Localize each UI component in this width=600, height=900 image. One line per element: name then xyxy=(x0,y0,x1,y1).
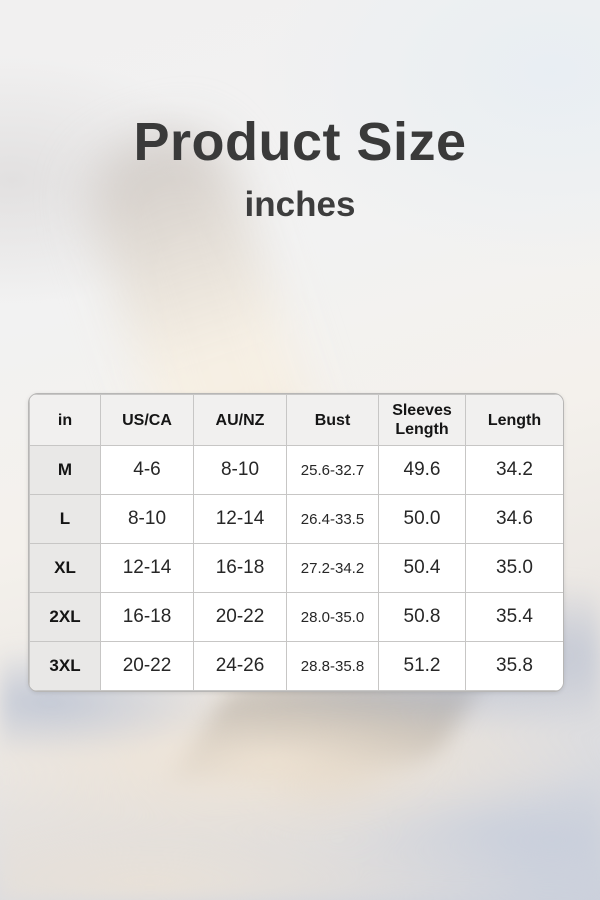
length-cell: 34.2 xyxy=(465,445,563,495)
length-cell: 35.0 xyxy=(465,543,563,593)
length-cell: 35.8 xyxy=(465,641,563,691)
us-ca-cell: 20-22 xyxy=(100,641,194,691)
bust-cell: 27.2-34.2 xyxy=(286,543,379,593)
col-header-unit: in xyxy=(29,394,101,446)
bust-cell: 26.4-33.5 xyxy=(286,494,379,544)
col-header-bust: Bust xyxy=(286,394,379,446)
us-ca-cell: 8-10 xyxy=(100,494,194,544)
col-header-sleeves-length: Sleeves Length xyxy=(378,394,466,446)
au-nz-cell: 8-10 xyxy=(193,445,287,495)
au-nz-cell: 12-14 xyxy=(193,494,287,544)
size-row-2xl: 2XL 16-18 20-22 28.0-35.0 50.8 35.4 xyxy=(29,592,563,642)
us-ca-cell: 4-6 xyxy=(100,445,194,495)
bust-cell: 28.0-35.0 xyxy=(286,592,379,642)
size-label-cell: L xyxy=(29,494,101,544)
sleeves-length-cell: 50.8 xyxy=(378,592,466,642)
size-label-cell: M xyxy=(29,445,101,495)
size-row-m: M 4-6 8-10 25.6-32.7 49.6 34.2 xyxy=(29,445,563,495)
sleeves-length-cell: 51.2 xyxy=(378,641,466,691)
col-header-au-nz: AU/NZ xyxy=(193,394,287,446)
size-chart-header-row: in US/CA AU/NZ Bust Sleeves Length Lengt… xyxy=(29,394,563,446)
col-header-length: Length xyxy=(465,394,563,446)
length-cell: 35.4 xyxy=(465,592,563,642)
us-ca-cell: 16-18 xyxy=(100,592,194,642)
size-table: in US/CA AU/NZ Bust Sleeves Length Lengt… xyxy=(29,394,563,691)
size-row-l: L 8-10 12-14 26.4-33.5 50.0 34.6 xyxy=(29,494,563,544)
sleeves-length-cell: 49.6 xyxy=(378,445,466,495)
size-label-cell: 2XL xyxy=(29,592,101,642)
size-chart-table: in US/CA AU/NZ Bust Sleeves Length Lengt… xyxy=(28,393,564,692)
us-ca-cell: 12-14 xyxy=(100,543,194,593)
length-cell: 34.6 xyxy=(465,494,563,544)
sleeves-length-cell: 50.0 xyxy=(378,494,466,544)
au-nz-cell: 24-26 xyxy=(193,641,287,691)
col-header-us-ca: US/CA xyxy=(100,394,194,446)
page-title: Product Size xyxy=(133,112,467,172)
au-nz-cell: 20-22 xyxy=(193,592,287,642)
bust-cell: 25.6-32.7 xyxy=(286,445,379,495)
sleeves-length-cell: 50.4 xyxy=(378,543,466,593)
units-label: inches xyxy=(244,185,356,224)
size-row-xl: XL 12-14 16-18 27.2-34.2 50.4 35.0 xyxy=(29,543,563,593)
size-row-3xl: 3XL 20-22 24-26 28.8-35.8 51.2 35.8 xyxy=(29,641,563,691)
size-label-cell: XL xyxy=(29,543,101,593)
size-label-cell: 3XL xyxy=(29,641,101,691)
au-nz-cell: 16-18 xyxy=(193,543,287,593)
bust-cell: 28.8-35.8 xyxy=(286,641,379,691)
